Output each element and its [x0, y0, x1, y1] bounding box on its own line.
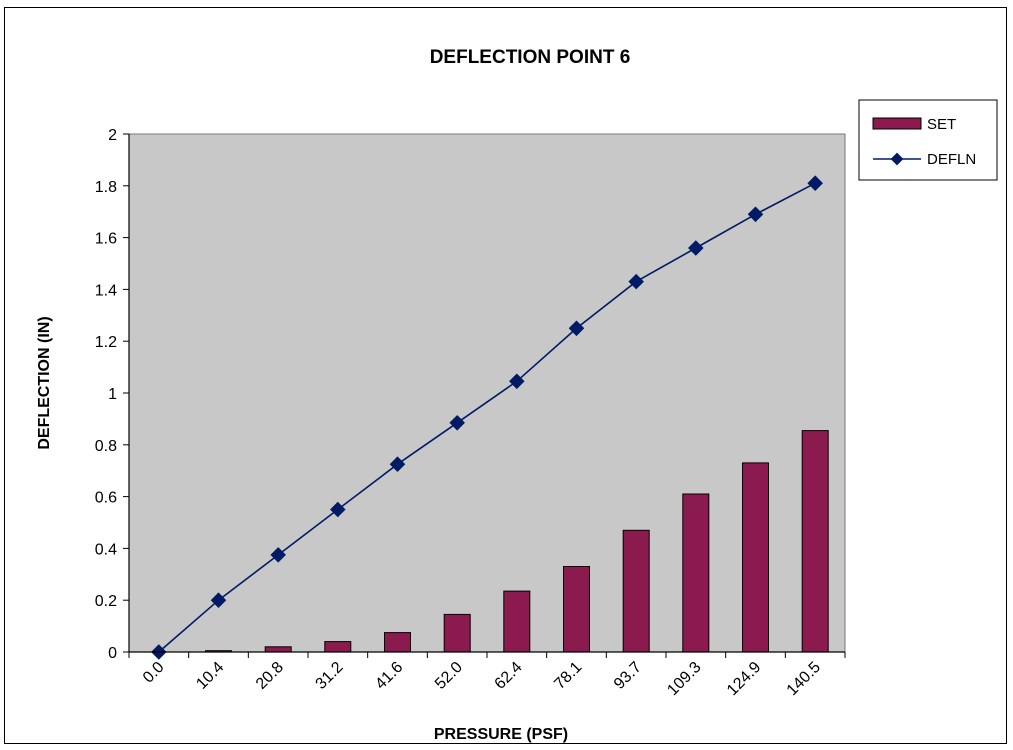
line-defln: [158, 182, 816, 653]
y-tick-label-10: 2: [108, 127, 117, 144]
legend-box: [858, 99, 998, 181]
y-tick-label-6: 1.2: [95, 334, 117, 351]
x-tick-label-7: 78.1: [551, 659, 585, 693]
bar-set-6: [503, 590, 531, 653]
y-tick-label-8: 1.6: [95, 231, 117, 248]
bar-set-9: [682, 493, 710, 653]
x-tick-label-3: 31.2: [313, 659, 347, 693]
y-ticks-layer: 0 0.2 0.4 0.6 0.8 1 1.2 1.4 1.6 1.8 2: [95, 127, 129, 662]
bar-set-11: [801, 430, 829, 653]
x-tick-label-9: 109.3: [664, 659, 704, 699]
point-defln-9: [688, 240, 704, 256]
x-ticks-layer: 0.0 10.4 20.8 31.2 41.6 52.0 62.4 78.1 93.7 109.3…: [128, 652, 846, 699]
bar-set-3: [324, 641, 352, 653]
y-tick-label-0: 0: [108, 645, 117, 662]
x-tick-label-0: 0.0: [140, 659, 168, 687]
bar-set-2: [264, 646, 292, 653]
bar-set-7: [563, 566, 590, 653]
bar-set-5: [443, 613, 471, 653]
point-defln-1: [210, 592, 227, 608]
y-tick-label-1: 0.2: [95, 593, 117, 610]
y-axis-title: DEFLECTION (IN): [36, 316, 53, 449]
y-tick-label-3: 0.6: [95, 490, 117, 507]
x-tick-label-11: 140.5: [784, 659, 824, 699]
y-tick-label-9: 1.8: [95, 179, 117, 196]
x-tick-label-1: 10.4: [193, 659, 227, 693]
x-tick-label-2: 20.8: [253, 659, 287, 693]
legend-swatch-set: [872, 117, 922, 130]
x-tick-label-6: 62.4: [492, 659, 526, 693]
x-tick-label-5: 52.0: [432, 659, 466, 693]
bar-set-8: [622, 529, 650, 653]
legend-label-set: SET: [927, 116, 956, 133]
x-axis-title: PRESSURE (PSF): [434, 726, 568, 743]
y-tick-label-4: 0.8: [95, 438, 117, 455]
bars-layer: [205, 430, 829, 653]
x-tick-label-10: 124.9: [724, 659, 764, 699]
chart-title: DEFLECTION POINT 6: [430, 47, 631, 68]
plot-area: [128, 133, 846, 653]
legend-label-defln: DEFLN: [927, 151, 976, 168]
y-tick-label-5: 1: [108, 386, 117, 403]
x-tick-label-4: 41.6: [372, 659, 406, 693]
legend: SET DEFLN: [858, 99, 998, 181]
x-tick-label-8: 93.7: [611, 659, 645, 693]
bar-set-4: [384, 632, 411, 653]
chart-svg: DEFLECTION POINT 6 0 0.2 0.4 0.6 0.8 1 1.2 1.4 1…: [36, 47, 998, 743]
point-defln-11: [807, 175, 823, 191]
chart-frame: DEFLECTION POINT 6 0 0.2 0.4 0.6 0.8 1 1.2 1.4 1…: [4, 7, 1007, 744]
bar-set-10: [742, 462, 769, 653]
point-defln-10: [747, 206, 764, 223]
y-tick-label-7: 1.4: [95, 282, 117, 299]
y-tick-label-2: 0.4: [95, 541, 117, 558]
